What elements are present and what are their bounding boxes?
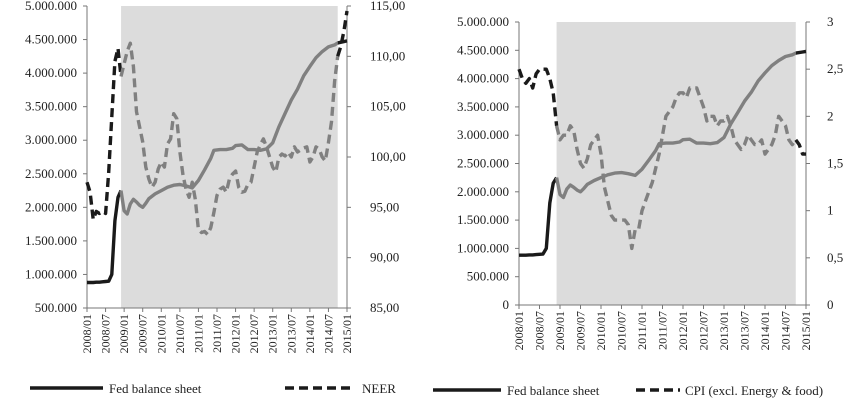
left-x-tick-label: 2014/07 — [321, 314, 335, 353]
right-right-tick-label: 3 — [827, 14, 834, 29]
right-x-tick-label: 2009/01 — [553, 311, 567, 350]
left-x-tick-label: 2014/01 — [303, 314, 317, 353]
left-series-line-4 — [119, 41, 340, 237]
left-left-tick-label: 500.000 — [35, 300, 77, 315]
left-x-tick-label: 2012/01 — [229, 314, 243, 353]
chart-fed-vs-cpi: 0 500.000 1.000.000 1.500.000 2.000.000 2.500… — [433, 14, 843, 398]
right-series-line-5 — [794, 138, 806, 156]
right-legend-label-0: Fed balance sheet — [507, 383, 600, 398]
right-left-tick-label: 1.500.000 — [457, 212, 509, 227]
right-left-tick-label: 5.000.000 — [457, 14, 509, 29]
left-left-tick-label: 3.500.000 — [25, 99, 77, 114]
right-shaded-region — [556, 22, 796, 305]
left-series-line-3 — [85, 46, 123, 222]
left-x-tick-label: 2011/01 — [191, 314, 205, 353]
right-x-tick-label: 2013/07 — [738, 311, 752, 350]
right-legend-label-1: CPI (excl. Energy & food) — [685, 383, 823, 398]
right-left-tick-label: 4.500.000 — [457, 42, 509, 57]
right-series-line-4 — [554, 86, 798, 251]
right-x-tick-label: 2013/01 — [717, 311, 731, 350]
right-x-tick-label: 2010/07 — [615, 311, 629, 350]
left-series-line-0 — [87, 189, 123, 285]
left-right-tick-label: 90,00 — [370, 250, 399, 265]
right-x-tick-label: 2011/01 — [635, 311, 649, 350]
right-right-tick-label: 0,5 — [827, 250, 843, 265]
right-left-tick-label: 500.000 — [467, 269, 509, 284]
left-left-tick-label: 2.500.000 — [25, 166, 77, 181]
right-left-tick-label: 3.500.000 — [457, 99, 509, 114]
right-x-tick-label: 2012/07 — [697, 311, 711, 350]
left-shaded-region — [121, 6, 338, 308]
right-x-tick-label: 2010/01 — [594, 311, 608, 350]
left-right-tick-label: 95,00 — [370, 199, 399, 214]
left-right-tick-label: 110,00 — [370, 48, 405, 63]
right-left-tick-label: 2.000.000 — [457, 184, 509, 199]
left-x-tick-label: 2015/01 — [340, 314, 354, 353]
right-x-tick-label: 2015/01 — [799, 311, 813, 350]
right-x-tick-label: 2008/01 — [512, 311, 526, 350]
left-left-tick-label: 2.000.000 — [25, 199, 77, 214]
left-left-tick-label: 3.000.000 — [25, 132, 77, 147]
left-right-tick-label: 115,00 — [370, 0, 405, 13]
left-legend-label-1: NEER — [362, 381, 396, 396]
right-x-tick-label: 2014/07 — [779, 311, 793, 350]
right-x-tick-label: 2009/07 — [574, 311, 588, 350]
chart-fed-vs-neer: 500.000 1.000.000 1.500.000 2.000.000 2.500.… — [25, 0, 406, 396]
right-series-line-0 — [519, 176, 559, 257]
right-right-tick-label: 0 — [827, 297, 834, 312]
left-x-tick-label: 2009/01 — [117, 314, 131, 353]
left-series-line-1 — [119, 41, 339, 216]
left-x-tick-label: 2013/07 — [284, 314, 298, 353]
right-left-tick-label: 0 — [503, 297, 510, 312]
right-left-tick-label: 1.000.000 — [457, 240, 509, 255]
left-left-tick-label: 5.000.000 — [25, 0, 77, 13]
left-series-line-5 — [336, 10, 349, 57]
right-right-tick-label: 1 — [827, 203, 834, 218]
right-x-tick-label: 2008/07 — [533, 311, 547, 350]
right-series-line-3 — [517, 67, 559, 126]
right-right-tick-label: 2 — [827, 108, 834, 123]
left-x-tick-label: 2009/07 — [136, 314, 150, 353]
left-left-tick-label: 4.500.000 — [25, 32, 77, 47]
left-left-tick-label: 1.000.000 — [25, 266, 77, 281]
right-x-tick-label: 2014/01 — [758, 311, 772, 350]
right-right-tick-label: 2,5 — [827, 61, 843, 76]
right-x-tick-label: 2012/01 — [676, 311, 690, 350]
left-x-tick-label: 2011/07 — [210, 314, 224, 353]
right-right-tick-label: 1,5 — [827, 156, 843, 171]
left-right-tick-label: 105,00 — [370, 99, 406, 114]
right-x-tick-label: 2011/07 — [656, 311, 670, 350]
left-x-tick-label: 2008/01 — [80, 314, 94, 353]
left-left-tick-label: 1.500.000 — [25, 233, 77, 248]
left-x-tick-label: 2013/01 — [266, 314, 280, 353]
left-legend-label-0: Fed balance sheet — [109, 381, 202, 396]
left-right-tick-label: 85,00 — [370, 300, 399, 315]
right-left-tick-label: 4.000.000 — [457, 71, 509, 86]
left-right-tick-label: 100,00 — [370, 149, 406, 164]
right-left-tick-label: 3.000.000 — [457, 127, 509, 142]
left-series-line-2 — [337, 39, 348, 45]
left-x-tick-label: 2010/01 — [154, 314, 168, 353]
right-left-tick-label: 2.500.000 — [457, 156, 509, 171]
left-x-tick-label: 2010/07 — [173, 314, 187, 353]
left-x-tick-label: 2012/07 — [247, 314, 261, 353]
left-x-tick-label: 2008/07 — [99, 314, 113, 353]
left-left-tick-label: 4.000.000 — [25, 65, 77, 80]
right-series-line-2 — [795, 49, 807, 55]
